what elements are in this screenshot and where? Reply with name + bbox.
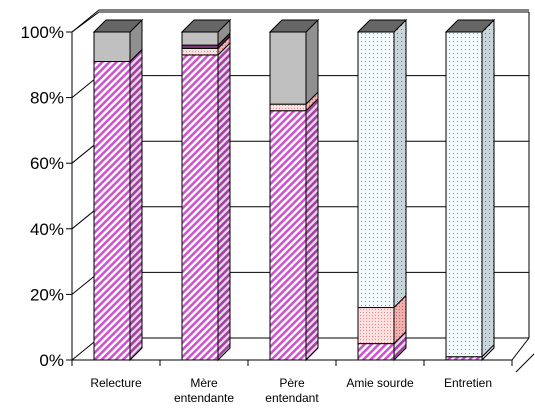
gridline-diagonal	[71, 9, 100, 33]
x-tick-label: Relecture	[90, 376, 142, 390]
bar-segment	[357, 343, 395, 361]
bar-segment	[181, 54, 219, 361]
bar-top	[92, 19, 144, 33]
bar-segment	[269, 103, 307, 112]
bar-segment-side	[393, 18, 407, 309]
bar-segment	[93, 61, 131, 361]
bar-segment	[181, 31, 219, 46]
bar-segment-side	[305, 97, 319, 362]
bar-top	[268, 19, 320, 33]
bar-segment-side	[481, 18, 495, 358]
y-tick-label: 0%	[39, 351, 64, 370]
labels-layer: 0%20%40%60%80%100%Relecture Mèreentendant…	[21, 23, 493, 405]
bar-top	[444, 19, 496, 33]
bars-layer	[92, 18, 496, 362]
bar-segment-side	[217, 41, 231, 362]
bar-segment-side	[305, 18, 319, 106]
x-tick-label: entendante	[174, 391, 234, 405]
bar-segment	[357, 31, 395, 309]
bar-segment	[269, 110, 307, 361]
x-tick-label: entendant	[265, 391, 319, 405]
bar-segment	[93, 31, 131, 63]
bar-top	[180, 19, 232, 33]
y-tick-label: 60%	[30, 154, 64, 173]
floor-right-diagonal	[515, 353, 535, 373]
bar-segment	[357, 307, 395, 345]
y-tick-label: 100%	[21, 23, 64, 42]
x-tick-label: Amie sourde	[346, 376, 414, 390]
bar-segment-side	[129, 48, 143, 362]
x-tick-label: Mère	[190, 376, 218, 390]
x-tick-label: Entretien	[444, 376, 492, 390]
bar-top	[356, 19, 408, 33]
bar-segment	[181, 47, 219, 56]
bar-segment	[445, 31, 483, 358]
x-tick-label: Père	[279, 376, 305, 390]
y-tick-label: 80%	[30, 89, 64, 108]
y-tick-label: 20%	[30, 285, 64, 304]
y-tick-label: 40%	[30, 220, 64, 239]
bar-segment	[269, 31, 307, 105]
